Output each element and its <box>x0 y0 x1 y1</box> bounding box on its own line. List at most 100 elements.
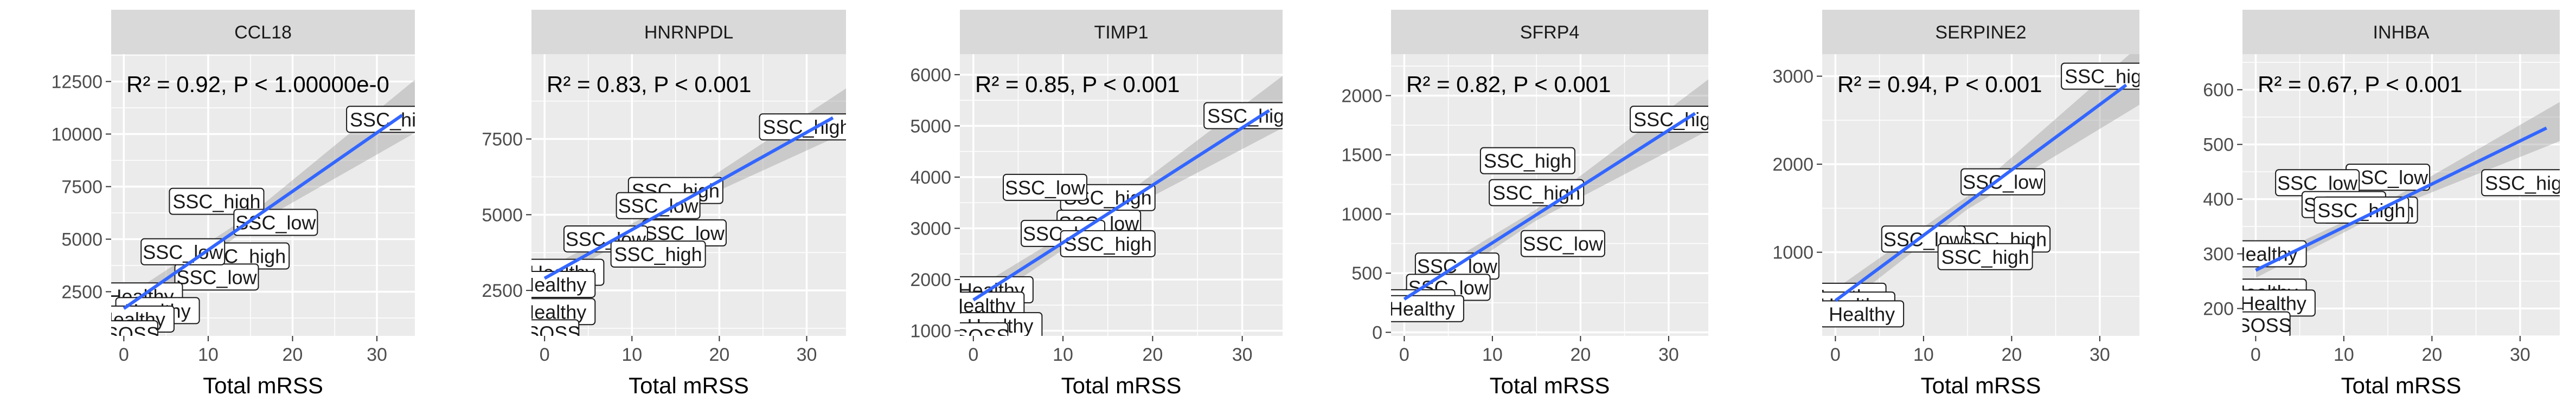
x-tick-label: 10 <box>198 345 219 365</box>
y-tick-label: 2500 <box>482 281 523 301</box>
label-box <box>616 192 701 219</box>
stats-annotation: R² = 0.85, P < 0.001 <box>975 72 1180 97</box>
regression-line <box>543 116 834 280</box>
y-tick-label: 0 <box>1372 322 1382 343</box>
stats-annotation: R² = 0.67, P < 0.001 <box>2258 72 2463 97</box>
facet-title: SERPINE2 <box>1935 22 2026 43</box>
regression-line <box>972 109 1270 302</box>
y-tick-label: 500 <box>1351 263 1382 284</box>
label-box <box>2242 311 2291 336</box>
point-label-healthy: Healthy <box>531 270 596 298</box>
facet-strip <box>2242 10 2560 54</box>
point-label-ssc_high: SSC_high <box>1203 102 1295 129</box>
label-text: SSC_low <box>2348 166 2428 189</box>
x-tick-label: 30 <box>2510 345 2530 365</box>
panel-hnrnpdl: HNRNPDLSSC_highSSC_highSSC_lowSSC_lowSSC… <box>482 10 850 398</box>
label-box <box>2061 62 2139 90</box>
x-tick-label: 30 <box>367 345 387 365</box>
label-box <box>140 238 226 265</box>
y-tick-label: 2000 <box>1341 86 1382 106</box>
point-label-ssc_low: SSC_low <box>2346 164 2431 191</box>
label-text: SSC_high <box>762 116 850 138</box>
label-box <box>1630 106 1708 133</box>
label-box <box>1822 300 1905 328</box>
label-text: SSC_low <box>143 241 223 263</box>
y-tick-label: 1000 <box>910 321 951 342</box>
point-label-healthy: Healthy <box>2242 240 2307 268</box>
point-label-healthy: Healthy <box>1391 295 1464 322</box>
label-text: SSC_high <box>1484 150 1572 172</box>
label-text: SOSS <box>955 325 1009 347</box>
x-axis-title: Total mRSS <box>203 373 323 398</box>
point-label-healthy: Healthy <box>2240 289 2316 317</box>
regression-line <box>1834 83 2128 302</box>
x-tick-label: 10 <box>621 345 642 365</box>
x-tick-label: 20 <box>1142 345 1163 365</box>
x-tick-label: 10 <box>2334 345 2354 365</box>
x-tick-label: 0 <box>968 345 978 365</box>
x-axis-title: Total mRSS <box>2341 373 2462 398</box>
regression-line <box>2255 126 2547 272</box>
label-box <box>759 113 846 141</box>
label-text: SSC_high <box>2485 172 2573 194</box>
label-box <box>1520 230 1605 257</box>
x-tick-label: 10 <box>1913 345 1934 365</box>
label-text: SSC_high <box>1064 233 1152 255</box>
y-tick-label: 5000 <box>61 229 102 250</box>
label-text: SSC_high <box>1941 246 2029 268</box>
y-tick-label: 300 <box>2203 244 2234 265</box>
x-axis-title: Total mRSS <box>1921 373 2041 398</box>
x-tick-label: 20 <box>2421 345 2442 365</box>
facet-title: SFRP4 <box>1520 22 1580 43</box>
panel-sfrp4: SFRP4SSC_highSSC_highSSC_highSSC_lowSSC_… <box>1341 10 1708 398</box>
y-tick-label: 2000 <box>1772 154 1814 175</box>
label-box <box>1003 173 1088 201</box>
point-label-ssc_low: SSC_low <box>1960 168 2046 196</box>
label-box <box>2314 196 2410 224</box>
point-label-ssc_high: SSC_high <box>1630 106 1708 133</box>
y-tick-label: 2000 <box>910 270 951 290</box>
point-label-ssc_low: SSC_low <box>1003 173 1088 201</box>
point-label-soss: SOSS <box>531 319 580 336</box>
label-box <box>111 320 158 336</box>
facet-title: CCL18 <box>234 22 292 43</box>
x-tick-label: 30 <box>1232 345 1253 365</box>
point-label-soss: SOSS <box>955 322 1009 347</box>
panel-ccl18: CCL18 SSC_highSSC_highSSC_lowSSC_highSSC_… <box>51 10 415 398</box>
x-tick-label: 20 <box>283 345 303 365</box>
label-text: SSC_high <box>1207 105 1295 127</box>
y-tick-label: 1000 <box>1341 204 1382 225</box>
label-text: SSC_low <box>1523 233 1604 255</box>
facet-strip <box>1822 10 2139 54</box>
stats-annotation: R² = 0.92, P < 1.00000e-0 <box>126 72 389 97</box>
point-label-soss: SOSS <box>2242 311 2292 336</box>
label-text: SSC_low <box>1005 177 1086 199</box>
label-text: SSC_high <box>2065 66 2152 88</box>
panel-serpine2: SERPINE2SSC_highSSC_lowSSC_highSSC_lowSS… <box>1772 10 2152 398</box>
panel-interior: SSC_highSSC_lowSSC_lowSSC_lowSSC_highSSC… <box>2240 54 2573 336</box>
x-tick-label: 0 <box>1399 345 1409 365</box>
point-label-ssc_low: SSC_low <box>140 238 226 265</box>
x-tick-label: 30 <box>797 345 817 365</box>
panel-timp1: TIMP1SSC_highSSC_highSSC_lowSSC_lowSSC_l… <box>910 10 1295 398</box>
x-tick-label: 20 <box>1570 345 1591 365</box>
point-label-ssc_high: SSC_high <box>2061 62 2152 90</box>
label-box <box>1960 168 2046 196</box>
label-box <box>531 319 580 336</box>
point-label-ssc_high: SSC_high <box>1937 243 2033 270</box>
y-tick-label: 7500 <box>61 177 102 197</box>
label-text: SSC_low <box>176 266 257 288</box>
x-tick-label: 0 <box>1830 345 1841 365</box>
x-tick-label: 0 <box>119 345 129 365</box>
point-label-healthy: Healthy <box>531 298 596 326</box>
y-tick-label: 400 <box>2203 190 2234 210</box>
panel-interior: SSC_highSSC_highSSC_lowSSC_lowSSC_lowSSC… <box>531 54 850 336</box>
x-tick-label: 20 <box>709 345 729 365</box>
y-tick-label: 7500 <box>482 129 523 150</box>
point-label-ssc_low: SSC_low <box>2275 169 2360 197</box>
label-box <box>2481 169 2560 197</box>
facet-title: INHBA <box>2373 22 2430 43</box>
label-text: Healthy <box>2240 292 2306 314</box>
point-label-ssc_low: SSC_low <box>1520 230 1605 257</box>
